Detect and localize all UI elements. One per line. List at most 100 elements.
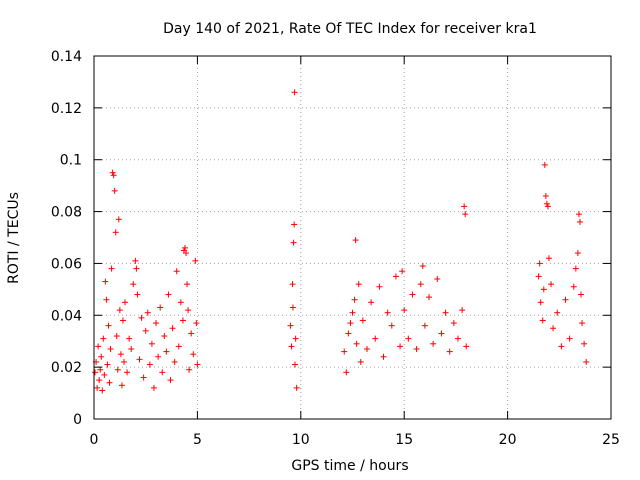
- data-point: [130, 281, 137, 288]
- data-point: [119, 317, 126, 324]
- data-point: [341, 348, 348, 355]
- data-point: [442, 309, 449, 316]
- data-point: [544, 203, 551, 210]
- data-point: [287, 322, 294, 329]
- data-point: [545, 255, 552, 262]
- data-point: [459, 307, 466, 314]
- data-point: [161, 333, 168, 340]
- data-point: [550, 325, 557, 332]
- data-point: [113, 333, 120, 340]
- data-point: [541, 161, 548, 168]
- data-point: [194, 361, 201, 368]
- x-tick-label: 0: [90, 432, 99, 448]
- data-point: [102, 278, 109, 285]
- data-point: [345, 330, 352, 337]
- data-point: [115, 216, 122, 223]
- data-point: [574, 250, 581, 257]
- data-point: [96, 377, 103, 384]
- data-point: [554, 309, 561, 316]
- data-point: [291, 221, 298, 228]
- data-point: [105, 322, 112, 329]
- data-point: [562, 296, 569, 303]
- data-point: [543, 200, 550, 207]
- data-point: [116, 307, 123, 314]
- data-point: [357, 358, 364, 365]
- data-point: [124, 369, 131, 376]
- data-point: [566, 335, 573, 342]
- data-point: [388, 322, 395, 329]
- data-point: [175, 343, 182, 350]
- data-point: [165, 291, 172, 298]
- data-point: [430, 340, 437, 347]
- x-tick-label: 20: [499, 432, 517, 448]
- data-point: [186, 366, 193, 373]
- data-point: [95, 343, 102, 350]
- data-point: [171, 358, 178, 365]
- data-point: [572, 265, 579, 272]
- x-tick-label: 25: [602, 432, 620, 448]
- data-point: [376, 283, 383, 290]
- data-point: [343, 369, 350, 376]
- data-point: [192, 257, 199, 264]
- data-point: [368, 299, 375, 306]
- data-point: [292, 335, 299, 342]
- grid: [94, 56, 611, 419]
- x-ticks: 0 5 10 15 20 25: [90, 56, 620, 448]
- data-point: [349, 309, 356, 316]
- data-point: [446, 348, 453, 355]
- data-point: [450, 320, 457, 327]
- data-point: [536, 260, 543, 267]
- data-point: [169, 325, 176, 332]
- data-point: [190, 351, 197, 358]
- data-point: [537, 299, 544, 306]
- y-tick-label: 0.1: [60, 153, 82, 169]
- data-point: [355, 281, 362, 288]
- data-point: [401, 307, 408, 314]
- y-tick-label: 0.12: [51, 101, 82, 117]
- data-point: [558, 343, 565, 350]
- data-point: [183, 250, 190, 257]
- data-point: [136, 356, 143, 363]
- data-point: [106, 379, 113, 386]
- data-point: [363, 345, 370, 352]
- data-point: [548, 281, 555, 288]
- data-point: [434, 275, 441, 282]
- data-point: [293, 384, 300, 391]
- data-point: [185, 307, 192, 314]
- data-point: [134, 291, 141, 298]
- data-point: [117, 351, 124, 358]
- data-point: [426, 294, 433, 301]
- data-point: [159, 369, 166, 376]
- data-point: [405, 335, 412, 342]
- data-point: [94, 384, 101, 391]
- data-point: [98, 353, 105, 360]
- data-point: [92, 369, 99, 376]
- data-point: [157, 304, 164, 311]
- data-point: [289, 304, 296, 311]
- data-point: [132, 257, 139, 264]
- data-point: [384, 309, 391, 316]
- data-point: [114, 366, 121, 373]
- data-point: [142, 327, 149, 334]
- data-point: [290, 239, 297, 246]
- data-point: [352, 237, 359, 244]
- data-point: [163, 348, 170, 355]
- data-point: [438, 330, 445, 337]
- y-tick-label: 0.14: [51, 49, 82, 65]
- data-point: [581, 340, 588, 347]
- data-point: [291, 89, 298, 96]
- data-point: [146, 361, 153, 368]
- data-point: [100, 335, 107, 342]
- data-point: [155, 353, 162, 360]
- data-point: [575, 211, 582, 218]
- y-tick-label: 0.04: [51, 308, 82, 324]
- data-point: [193, 320, 200, 327]
- data-point: [421, 322, 428, 329]
- data-point: [463, 343, 470, 350]
- data-point: [128, 345, 135, 352]
- data-point: [292, 361, 299, 368]
- data-point: [181, 244, 188, 251]
- data-point: [397, 343, 404, 350]
- data-point: [417, 281, 424, 288]
